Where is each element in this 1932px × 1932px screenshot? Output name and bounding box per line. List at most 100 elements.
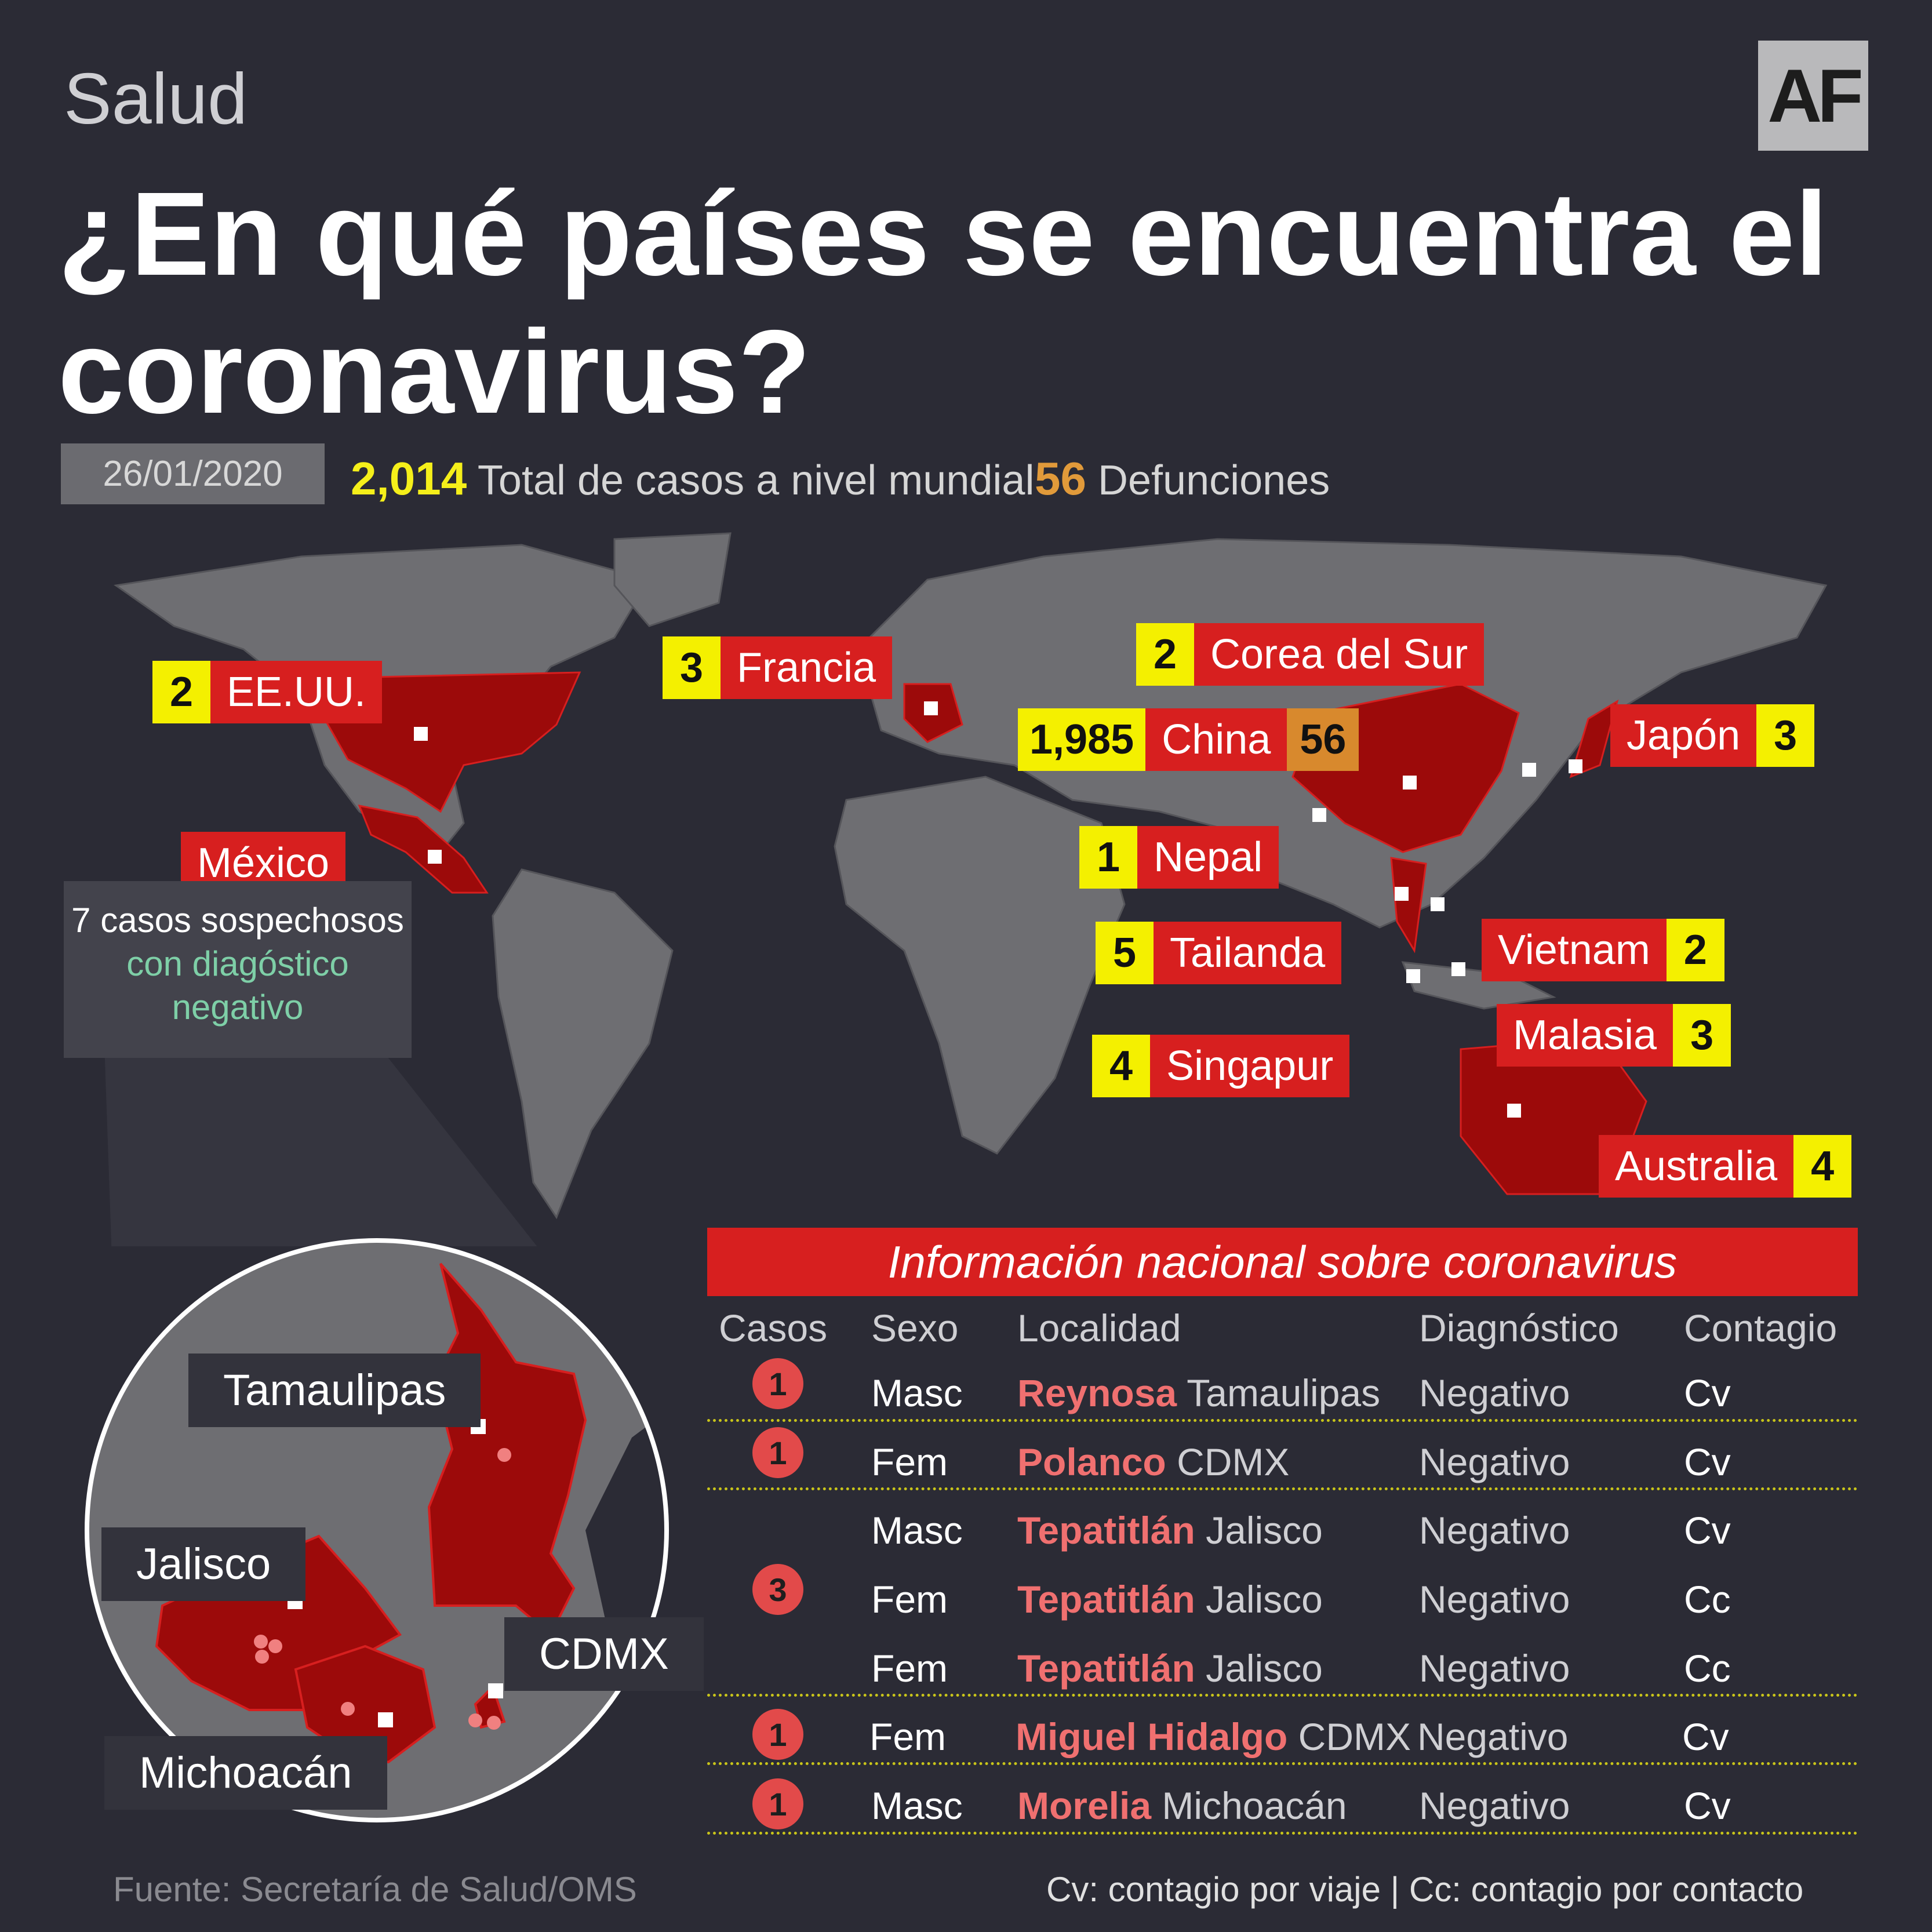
korea-count: 2: [1136, 623, 1194, 686]
cases-badge: 1: [752, 1358, 803, 1409]
col-sexo: Sexo: [871, 1307, 959, 1349]
usa-count: 2: [152, 661, 210, 723]
cell-sex: Masc: [871, 1509, 963, 1552]
row-divider: [707, 1694, 1858, 1697]
mexico-note-line1: 7 casos sospechosos: [71, 901, 404, 940]
label-korea: 2 Corea del Sur: [1136, 623, 1485, 686]
mexico-note-line3: negativo: [172, 988, 304, 1027]
label-thailand: 5 Tailanda: [1096, 922, 1342, 984]
source-note: Fuente: Secretaría de Salud/OMS: [113, 1870, 637, 1909]
cell-location: Morelia Michoacán: [1017, 1784, 1347, 1828]
cell-contagio: Cv: [1684, 1440, 1731, 1483]
cell-city: Tepatitlán: [1017, 1578, 1195, 1621]
cell-diagnosis: Negativo: [1417, 1715, 1569, 1758]
cell-location: Miguel Hidalgo CDMX: [1016, 1715, 1411, 1759]
label-singapore: 4 Singapur: [1092, 1035, 1350, 1097]
col-casos: Casos: [719, 1307, 828, 1349]
france-name: Francia: [721, 636, 893, 699]
cell-contagio: Cv: [1684, 1784, 1731, 1827]
cell-location: Tepatitlán Jalisco: [1017, 1646, 1323, 1690]
highlight-thailand: [1390, 857, 1427, 954]
japan-name: Japón: [1610, 704, 1757, 767]
zoom-ring: [85, 1238, 669, 1822]
cases-badge: 1: [752, 1709, 803, 1760]
cell-state: Tamaulipas: [1187, 1371, 1381, 1414]
row-divider: [707, 1762, 1858, 1765]
cell-sex: Fem: [871, 1578, 948, 1621]
cell-location: Tepatitlán Jalisco: [1017, 1508, 1323, 1552]
col-contagio: Contagio: [1684, 1307, 1838, 1349]
cases-badge: 1: [752, 1427, 803, 1478]
landmass-africa: [834, 776, 1126, 1155]
cell-contagio: Cv: [1684, 1371, 1731, 1414]
australia-count: 4: [1793, 1135, 1852, 1198]
cell-state: Jalisco: [1206, 1509, 1323, 1552]
label-nepal: 1 Nepal: [1079, 826, 1279, 889]
zoom-label-cdmx: CDMX: [504, 1617, 704, 1691]
label-china: 1,985 China 56: [1018, 708, 1359, 771]
zoom-label-jalisco: Jalisco: [101, 1527, 306, 1601]
page-title: ¿En qué países se encuentra el coronavir…: [58, 168, 1828, 438]
nepal-name: Nepal: [1137, 826, 1279, 889]
cell-location: Tepatitlán Jalisco: [1017, 1577, 1323, 1621]
china-name: China: [1145, 708, 1287, 771]
highlight-japan: [1569, 699, 1619, 778]
label-usa: 2 EE.UU.: [152, 661, 383, 723]
cell-contagio: Cc: [1684, 1647, 1731, 1690]
japan-count: 3: [1756, 704, 1815, 767]
section-label: Salud: [64, 59, 248, 139]
thailand-count: 5: [1096, 922, 1154, 984]
singapore-count: 4: [1092, 1035, 1150, 1097]
world-map: [104, 532, 1828, 1246]
cell-state: Michoacán: [1162, 1784, 1347, 1827]
cell-sex: Fem: [871, 1647, 948, 1690]
cases-badge: 3: [752, 1564, 803, 1615]
cell-location: Reynosa Tamaulipas: [1017, 1371, 1380, 1415]
china-count: 1,985: [1018, 708, 1146, 771]
singapore-name: Singapur: [1150, 1035, 1350, 1097]
label-vietnam: Vietnam 2: [1482, 919, 1724, 981]
col-diagnostico: Diagnóstico: [1419, 1307, 1619, 1349]
cell-city: Miguel Hidalgo: [1016, 1715, 1288, 1758]
cell-diagnosis: Negativo: [1419, 1578, 1570, 1621]
france-count: 3: [663, 636, 721, 699]
australia-name: Australia: [1599, 1135, 1794, 1198]
col-localidad: Localidad: [1017, 1307, 1181, 1349]
landmass-greenland: [613, 532, 732, 627]
cell-city: Polanco: [1017, 1440, 1166, 1483]
cell-sex: Masc: [871, 1371, 963, 1414]
cell-contagio: Cv: [1682, 1715, 1729, 1758]
row-divider: [707, 1832, 1858, 1835]
cell-state: CDMX: [1298, 1715, 1411, 1758]
cell-city: Tepatitlán: [1017, 1647, 1195, 1690]
malaysia-count: 3: [1673, 1004, 1731, 1067]
label-malaysia: Malasia 3: [1497, 1004, 1731, 1067]
zoom-label-michoacan: Michoacán: [104, 1736, 387, 1810]
total-cases-label: Total de casos a nivel mundial: [477, 457, 1035, 504]
usa-name: EE.UU.: [210, 661, 383, 723]
thailand-name: Tailanda: [1154, 922, 1342, 984]
cell-diagnosis: Negativo: [1419, 1784, 1570, 1827]
deaths-stat: 56 Defunciones: [1035, 452, 1330, 505]
vietnam-name: Vietnam: [1482, 919, 1667, 981]
row-divider: [707, 1487, 1858, 1490]
cell-sex: Fem: [871, 1440, 948, 1483]
cell-sex: Masc: [871, 1784, 963, 1827]
label-mexico: México: [181, 832, 346, 894]
label-australia: Australia 4: [1599, 1135, 1852, 1198]
malaysia-name: Malasia: [1497, 1004, 1673, 1067]
cell-state: CDMX: [1177, 1440, 1290, 1483]
cell-diagnosis: Negativo: [1419, 1509, 1570, 1552]
legend-note: Cv: contagio por viaje | Cc: contagio po…: [1046, 1870, 1804, 1909]
vietnam-count: 2: [1666, 919, 1724, 981]
cell-city: Morelia: [1017, 1784, 1152, 1827]
landmass-south-america: [492, 868, 674, 1220]
nepal-count: 1: [1079, 826, 1137, 889]
cell-city: Tepatitlán: [1017, 1509, 1195, 1552]
china-deaths: 56: [1287, 708, 1359, 771]
cell-contagio: Cc: [1684, 1578, 1731, 1621]
cell-city: Reynosa: [1017, 1371, 1177, 1414]
mexico-note-line2: con diagóstico: [126, 944, 349, 983]
mexico-note: 7 casos sospechosos con diagóstico negat…: [64, 881, 412, 1058]
zoom-cone: [104, 1043, 537, 1246]
